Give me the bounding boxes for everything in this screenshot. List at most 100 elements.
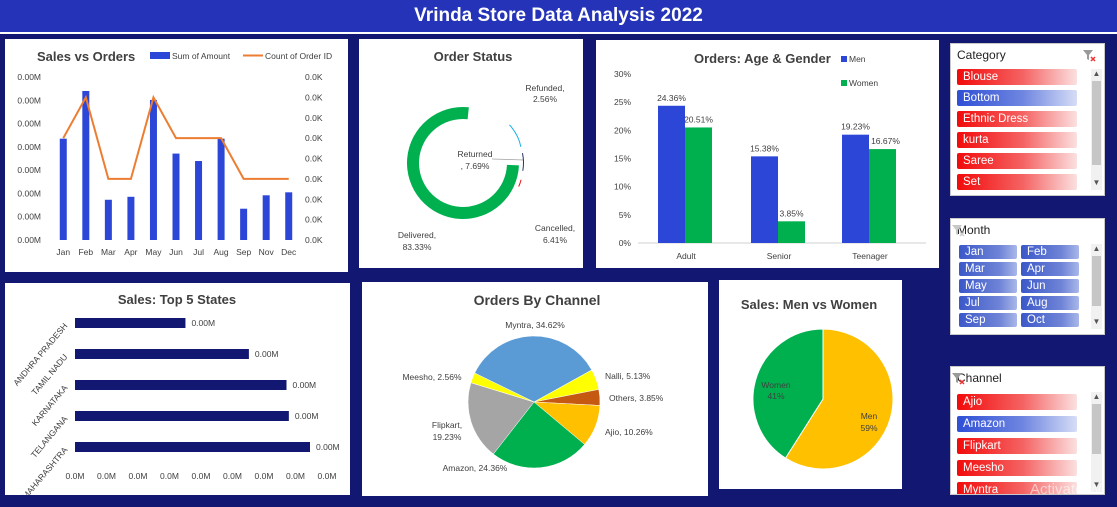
category-item-set[interactable]: Set bbox=[957, 174, 1077, 190]
age-gender-chart: Orders: Age & Gender Men Women 30% 25% 20%… bbox=[614, 51, 926, 261]
channel-item-ajio[interactable]: Ajio bbox=[957, 394, 1077, 410]
category-item-blouse[interactable]: Blouse bbox=[957, 69, 1077, 85]
category-item-bottom[interactable]: Bottom bbox=[957, 90, 1077, 106]
clear-filter-icon[interactable] bbox=[1082, 48, 1096, 62]
month-scrollbar[interactable]: ▲ ▼ bbox=[1091, 244, 1102, 329]
men-vs-women-panel[interactable]: Sales: Men vs Women Women 41% Men 59% bbox=[719, 280, 902, 489]
age-gender-data-label: 24.36% bbox=[657, 93, 686, 103]
cancelled-label: Cancelled, bbox=[535, 223, 575, 233]
sales-vs-orders-chart: Sales vs Orders Sum of Amount Count of O… bbox=[17, 49, 332, 257]
channel-scrollbar[interactable]: ▲ ▼ bbox=[1091, 392, 1102, 492]
scroll-up-icon[interactable]: ▲ bbox=[1092, 244, 1101, 253]
channel-data-label: Flipkart, bbox=[432, 420, 462, 430]
amount-bar bbox=[82, 91, 90, 240]
men-label: Men bbox=[861, 411, 878, 421]
scroll-up-icon[interactable]: ▲ bbox=[1092, 392, 1101, 401]
category-slicer[interactable]: Category ▲ ▼ Blouse Bottom Ethnic Dress kur… bbox=[950, 43, 1105, 196]
channel-item-myntra[interactable]: Myntra bbox=[957, 482, 1077, 494]
channel-data-label: 19.23% bbox=[433, 432, 462, 442]
channel-item-amazon[interactable]: Amazon bbox=[957, 416, 1077, 432]
x-axis-tick: 0.0M bbox=[286, 471, 305, 481]
age-gender-bar bbox=[751, 156, 778, 243]
returned-value: , 7.69% bbox=[461, 161, 490, 171]
state-bar bbox=[75, 349, 249, 359]
amount-bar bbox=[104, 199, 112, 240]
delivered-value: 83.33% bbox=[403, 242, 432, 252]
channel-item-meesho[interactable]: Meesho bbox=[957, 460, 1077, 476]
category-item-kurta[interactable]: kurta bbox=[957, 132, 1077, 148]
month-tick-label: Mar bbox=[101, 247, 116, 257]
right-axis-tick: 0.0K bbox=[305, 92, 323, 102]
scroll-thumb[interactable] bbox=[1092, 256, 1101, 306]
channel-slicer[interactable]: Channel ▲ ▼ Ajio Amazon Flipkart Meesho Mynt… bbox=[950, 366, 1105, 495]
amount-bar bbox=[149, 99, 157, 240]
age-gender-bar bbox=[685, 127, 712, 243]
right-axis-tick: 0.0K bbox=[305, 215, 323, 225]
age-gender-bar bbox=[842, 134, 869, 243]
top-states-panel[interactable]: Sales: Top 5 States 0.00M ANDHRA PRADESH 0… bbox=[5, 283, 350, 495]
month-tick-label: Nov bbox=[259, 247, 275, 257]
x-axis-tick: 0.0M bbox=[223, 471, 242, 481]
state-bar bbox=[75, 380, 287, 390]
men-slice bbox=[784, 328, 894, 470]
category-scrollbar[interactable]: ▲ ▼ bbox=[1091, 69, 1102, 190]
category-item-ethnic-dress[interactable]: Ethnic Dress bbox=[957, 111, 1077, 127]
month-item-oct[interactable]: Oct bbox=[1021, 313, 1079, 327]
scroll-thumb[interactable] bbox=[1092, 404, 1101, 454]
age-group-tick-label: Senior bbox=[767, 251, 792, 261]
scroll-down-icon[interactable]: ▼ bbox=[1092, 480, 1101, 489]
women-label: Women bbox=[761, 380, 790, 390]
month-item-aug[interactable]: Aug bbox=[1021, 296, 1079, 310]
legend-amount-label: Sum of Amount bbox=[172, 51, 231, 61]
x-axis-tick: 0.0M bbox=[160, 471, 179, 481]
month-item-apr[interactable]: Apr bbox=[1021, 262, 1079, 276]
orders-by-channel-panel[interactable]: Orders By Channel Myntra, 34.62% Nalli, 5… bbox=[362, 282, 708, 496]
channel-item-flipkart[interactable]: Flipkart bbox=[957, 438, 1077, 454]
age-gender-title: Orders: Age & Gender bbox=[694, 51, 831, 66]
month-tick-label: Aug bbox=[214, 247, 229, 257]
amount-bar bbox=[59, 138, 67, 240]
clear-filter-icon[interactable] bbox=[951, 371, 965, 385]
orders-by-channel-chart: Orders By Channel Myntra, 34.62% Nalli, 5… bbox=[402, 292, 664, 473]
scroll-down-icon[interactable]: ▼ bbox=[1092, 178, 1101, 187]
sales-vs-orders-title: Sales vs Orders bbox=[37, 49, 135, 64]
y-axis-tick: 20% bbox=[614, 125, 631, 135]
channel-data-label: Others, 3.85% bbox=[609, 393, 664, 403]
channel-slice-myntra bbox=[474, 335, 593, 403]
scroll-down-icon[interactable]: ▼ bbox=[1092, 317, 1101, 326]
clear-filter-icon[interactable] bbox=[951, 223, 965, 237]
month-slicer[interactable]: Month ▲ ▼ Jan Feb Mar Apr May Jun Jul Aug Sep Oct bbox=[950, 218, 1105, 335]
channel-slice-meesho bbox=[470, 372, 535, 403]
state-tick-label: MAHARASHTRA bbox=[20, 445, 70, 495]
state-data-label: 0.00M bbox=[316, 442, 340, 452]
x-axis-tick: 0.0M bbox=[318, 471, 337, 481]
orders-by-channel-title: Orders By Channel bbox=[474, 292, 601, 308]
channel-data-label: Ajio, 10.26% bbox=[605, 427, 653, 437]
month-item-sep[interactable]: Sep bbox=[959, 313, 1017, 327]
scroll-thumb[interactable] bbox=[1092, 81, 1101, 165]
channel-slicer-title: Channel bbox=[957, 371, 1002, 385]
left-axis-tick: 0.00M bbox=[17, 165, 41, 175]
state-data-label: 0.00M bbox=[295, 411, 319, 421]
top-states-title: Sales: Top 5 States bbox=[118, 292, 236, 307]
returned-label: Returned bbox=[458, 149, 493, 159]
order-status-chart: Order Status Refunded, 2.56% Returned , … bbox=[398, 49, 575, 252]
men-vs-women-title: Sales: Men vs Women bbox=[741, 297, 877, 312]
amount-bar bbox=[195, 161, 203, 240]
category-item-saree[interactable]: Saree bbox=[957, 153, 1077, 169]
scroll-up-icon[interactable]: ▲ bbox=[1092, 69, 1101, 78]
state-bar bbox=[75, 318, 186, 328]
x-axis-tick: 0.0M bbox=[97, 471, 116, 481]
state-data-label: 0.00M bbox=[255, 349, 279, 359]
age-gender-panel[interactable]: Orders: Age & Gender Men Women 30% 25% 20%… bbox=[596, 40, 939, 268]
right-axis-tick: 0.0K bbox=[305, 154, 323, 164]
x-axis-tick: 0.0M bbox=[255, 471, 274, 481]
month-item-jan[interactable]: Jan bbox=[959, 245, 1017, 259]
sales-vs-orders-panel[interactable]: Sales vs Orders Sum of Amount Count of O… bbox=[5, 39, 348, 272]
month-item-mar[interactable]: Mar bbox=[959, 262, 1017, 276]
month-item-may[interactable]: May bbox=[959, 279, 1017, 293]
month-item-jul[interactable]: Jul bbox=[959, 296, 1017, 310]
month-item-feb[interactable]: Feb bbox=[1021, 245, 1079, 259]
order-status-panel[interactable]: Order Status Refunded, 2.56% Returned , … bbox=[359, 39, 583, 268]
month-item-jun[interactable]: Jun bbox=[1021, 279, 1079, 293]
